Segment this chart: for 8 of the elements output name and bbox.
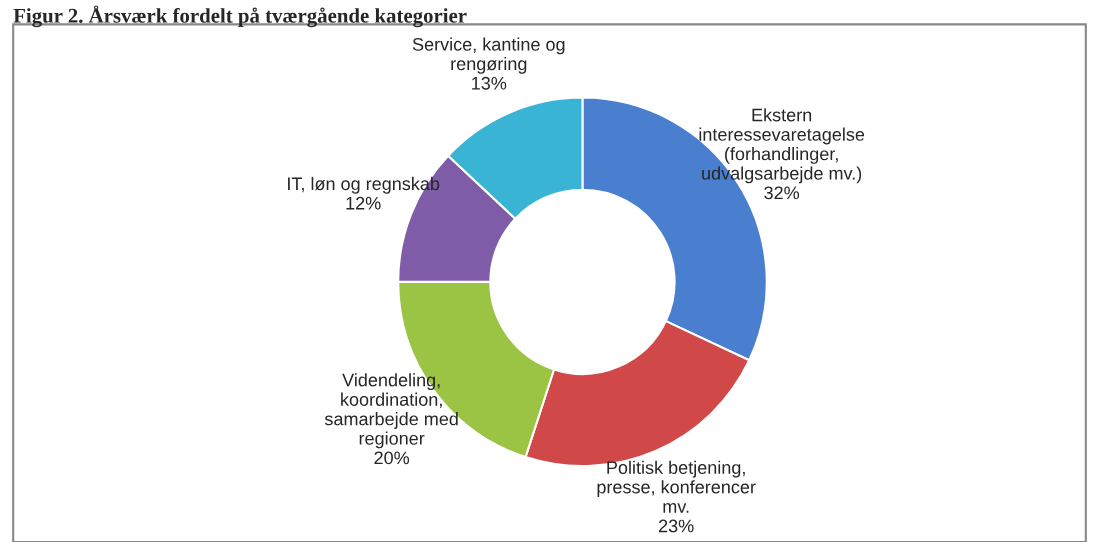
data-label: 13% bbox=[472, 76, 507, 90]
chart-title: Figur 2. Årsværk fordelt på tværgående kategorier bbox=[13, 5, 467, 28]
data-label: 23% bbox=[658, 519, 694, 533]
data-label: 20% bbox=[374, 451, 410, 465]
slice-label: Politisk betjening, presse, konferencer mv. bbox=[597, 460, 756, 513]
data-label: 12% bbox=[346, 196, 381, 210]
slice-label: Service, kantine og rengøring bbox=[412, 37, 565, 74]
data-label: 32% bbox=[764, 186, 800, 200]
